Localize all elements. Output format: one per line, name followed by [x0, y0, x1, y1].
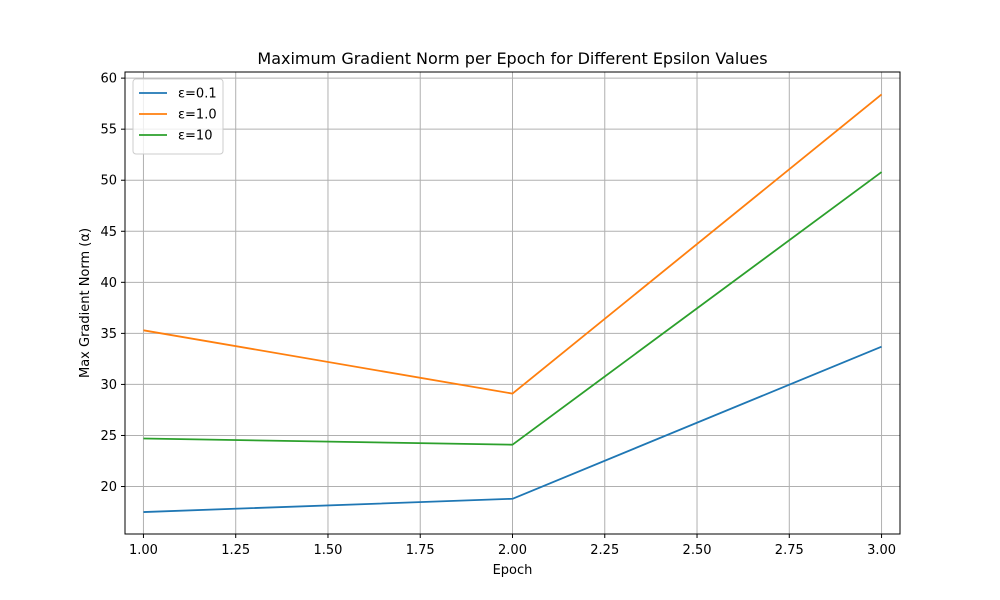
grid	[125, 72, 900, 534]
y-tick-label: 45	[100, 225, 117, 240]
series-line-2	[143, 171, 883, 446]
legend-label: ε=10	[178, 129, 212, 144]
y-tick-label: 35	[100, 327, 117, 342]
y-tick-label: 50	[100, 174, 117, 189]
chart-title: Maximum Gradient Norm per Epoch for Diff…	[257, 49, 767, 68]
y-axis-label: Max Gradient Norm (α)	[78, 228, 93, 378]
x-axis-label: Epoch	[493, 563, 533, 578]
x-tick-label: 1.00	[129, 543, 158, 558]
x-tick-label: 1.75	[406, 543, 435, 558]
x-tick-label: 3.00	[867, 543, 896, 558]
y-tick-label: 20	[100, 480, 117, 495]
y-tick-label: 25	[100, 429, 117, 444]
y-tick-label: 55	[100, 123, 117, 138]
legend-label: ε=1.0	[178, 108, 217, 123]
x-tick-label: 2.50	[683, 543, 712, 558]
x-axis-ticks: 1.00 1.25 1.50 1.75 2.00 2.25 2.50 2.75 3.00	[129, 534, 896, 558]
series-line-1	[143, 93, 883, 395]
x-tick-label: 2.75	[775, 543, 804, 558]
y-tick-label: 40	[100, 276, 117, 291]
x-tick-label: 1.50	[313, 543, 342, 558]
y-axis-ticks: 20 25 30 35 40 45 50 55 60	[100, 72, 125, 495]
legend: ε=0.1 ε=1.0 ε=10	[132, 78, 224, 155]
series-lines	[143, 93, 883, 513]
x-tick-label: 2.25	[590, 543, 619, 558]
x-tick-label: 2.00	[498, 543, 527, 558]
plot-area: 1.00 1.25 1.50 1.75 2.00 2.25 2.50 2.75 3.00 202…	[100, 71, 901, 558]
y-tick-label: 30	[100, 378, 117, 393]
y-tick-label: 60	[100, 72, 117, 87]
x-tick-label: 1.25	[221, 543, 250, 558]
legend-label: ε=0.1	[178, 87, 217, 102]
series-line-0	[143, 345, 882, 513]
